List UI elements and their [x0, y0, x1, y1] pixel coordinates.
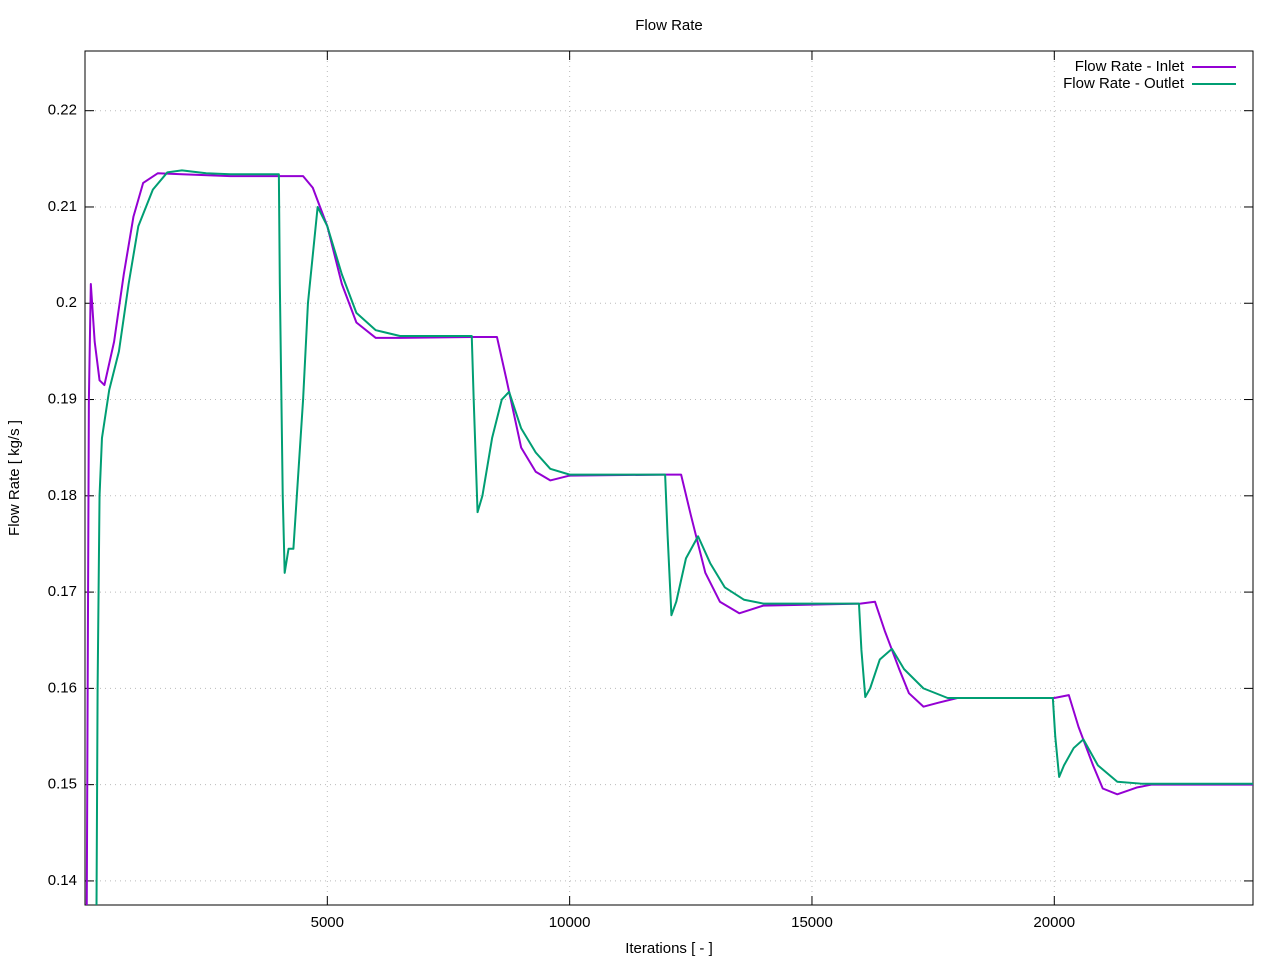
series-line — [95, 169, 1253, 905]
x-tick-label: 20000 — [1033, 914, 1075, 931]
plot-frame — [84, 50, 1254, 906]
x-tick-label: 10000 — [549, 914, 591, 931]
y-axis-label: Flow Rate [ kg/s ] — [6, 420, 23, 536]
y-tick-label: 0.21 — [48, 198, 77, 215]
y-tick-label: 0.18 — [48, 487, 77, 504]
x-tick-label: 5000 — [311, 914, 344, 931]
chart-title: Flow Rate — [635, 17, 703, 34]
legend-label: Flow Rate - Inlet — [1075, 58, 1185, 75]
y-tick-label: 0.2 — [56, 294, 77, 311]
legend-label: Flow Rate - Outlet — [1063, 75, 1185, 92]
y-tick-label: 0.17 — [48, 583, 77, 600]
y-tick-label: 0.15 — [48, 776, 77, 793]
y-tick-label: 0.16 — [48, 679, 77, 696]
plot-area — [85, 169, 1253, 905]
x-axis-label: Iterations [ - ] — [625, 940, 713, 957]
y-tick-label: 0.19 — [48, 391, 77, 408]
x-tick-label: 15000 — [791, 914, 833, 931]
y-tick-label: 0.14 — [48, 872, 77, 889]
y-tick-label: 0.22 — [48, 102, 77, 119]
